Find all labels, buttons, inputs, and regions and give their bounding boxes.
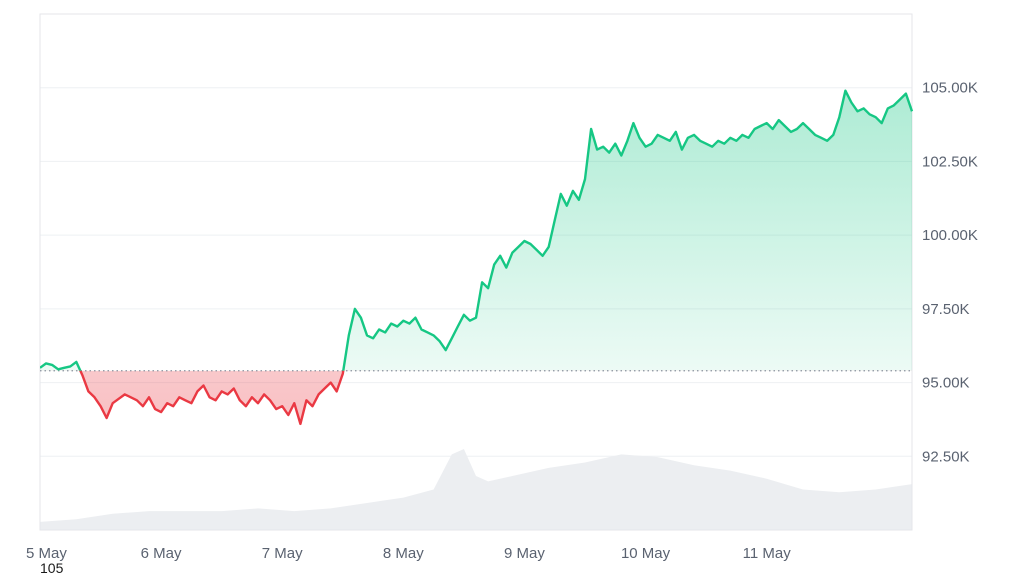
y-tick-label: 105.00K xyxy=(922,80,978,97)
x-tick-label: 9 May xyxy=(504,545,545,562)
y-tick-label: 102.50K xyxy=(922,153,978,170)
price-line-below xyxy=(79,370,345,426)
x-tick-label: 10 May xyxy=(621,545,671,562)
price-lines xyxy=(40,89,914,426)
x-tick-label: 7 May xyxy=(262,545,303,562)
area-fill-below xyxy=(40,370,912,424)
x-tick-label: 6 May xyxy=(141,545,182,562)
x-tick-label: 5 May xyxy=(26,545,67,562)
x-tick-label: 8 May xyxy=(383,545,424,562)
y-tick-label: 100.00K xyxy=(922,227,978,244)
x-tick-label: 11 May xyxy=(743,545,792,562)
price-line-above xyxy=(40,89,914,371)
area-fills xyxy=(40,90,912,424)
y-tick-label: 97.50K xyxy=(922,301,970,318)
y-axis: 92.50K 95.00K 97.50K 100.00K 102.50K 105.00K xyxy=(922,80,978,466)
y-tick-label: 92.50K xyxy=(922,448,970,465)
y-tick-label: 95.00K xyxy=(922,375,970,392)
volume-area xyxy=(40,449,912,530)
x-axis: 5 May 6 May 7 May 8 May 9 May 10 May 11 May xyxy=(26,545,791,562)
bottom-left-label: 105 xyxy=(40,560,64,576)
area-fill-above xyxy=(40,90,912,371)
